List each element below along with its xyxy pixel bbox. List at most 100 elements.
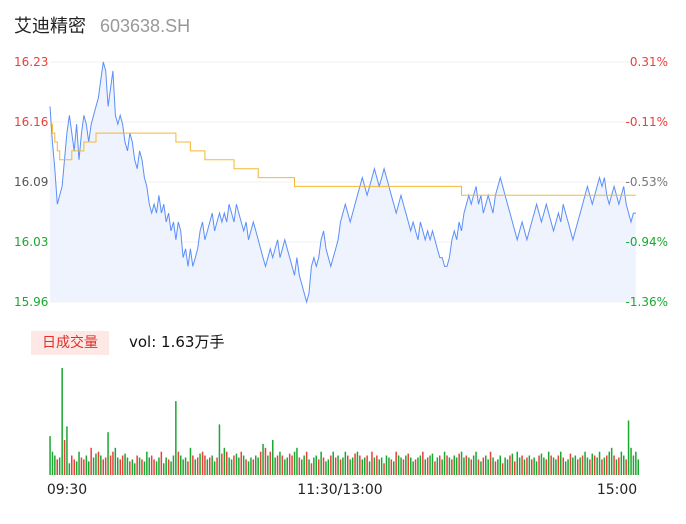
volume-bar (516, 451, 518, 475)
volume-bar (596, 457, 598, 475)
volume-bar (240, 451, 242, 475)
volume-bar (182, 459, 184, 475)
volume-bar (564, 461, 567, 475)
volume-bar (557, 455, 560, 475)
volume-bar (141, 459, 143, 475)
volume-bar (361, 459, 363, 475)
volume-bar (417, 457, 419, 475)
volume-bar (419, 455, 422, 475)
volume-bar (293, 451, 296, 475)
y-right-tick-label: -0.11% (626, 115, 668, 129)
volume-bar (272, 440, 274, 475)
volume-bar (172, 455, 175, 475)
volume-bar (480, 461, 482, 475)
volume-bar (577, 459, 579, 475)
volume-bar (112, 451, 114, 475)
volume-bar (119, 459, 121, 475)
y-right-tick-label: -0.53% (626, 175, 668, 189)
volume-bar (90, 447, 92, 475)
volume-bar (95, 453, 97, 475)
volume-bar (327, 459, 330, 475)
volume-bar (562, 457, 564, 475)
volume-bar (555, 459, 557, 475)
volume-bar (196, 457, 199, 475)
volume-bar (267, 455, 269, 475)
volume-bar (627, 420, 630, 475)
volume-bar (434, 461, 436, 475)
volume-bar (426, 457, 429, 475)
volume-bar (414, 459, 417, 475)
daily-volume-badge: 日成交量 (31, 331, 109, 355)
volume-bar (129, 461, 131, 475)
stock-name: 艾迪精密 (14, 16, 86, 37)
volume-bar (390, 459, 393, 475)
price-line (49, 61, 636, 304)
price-area-fill (50, 62, 636, 302)
volume-bar (310, 463, 313, 475)
volume-bar (54, 455, 56, 475)
volume-bar (497, 459, 499, 475)
volume-bar (242, 455, 245, 475)
volume-bar (126, 457, 129, 475)
volume-bar (51, 451, 54, 475)
volume-bar (284, 459, 286, 475)
volume-bar (138, 457, 141, 475)
volume-bar (184, 457, 187, 475)
volume-bar (475, 451, 477, 475)
volume-bar (104, 457, 107, 475)
volume-bar (318, 459, 320, 475)
volume-bar (296, 447, 298, 475)
volume-bar (305, 451, 308, 475)
volume-bar (148, 457, 150, 475)
y-left-tick-label: 16.16 (14, 115, 48, 129)
volume-bar (581, 455, 584, 475)
volume-bar (598, 451, 601, 475)
volume-bar (221, 453, 223, 475)
volume-bar (83, 459, 85, 475)
volume-bar (92, 457, 95, 475)
volume-bar (468, 457, 470, 475)
volume-value-label: vol: 1.63万手 (129, 333, 225, 351)
volume-bar (538, 455, 540, 475)
volume-bar (586, 457, 589, 475)
volume-bar (134, 463, 136, 475)
volume-bar (378, 459, 380, 475)
volume-bar (252, 459, 255, 475)
volume-bar (349, 459, 351, 475)
volume-bar (380, 457, 383, 475)
volume-bar (535, 461, 538, 475)
volume-bar (540, 453, 543, 475)
volume-bar (393, 461, 395, 475)
volume-bar (180, 455, 182, 475)
volume-bar (523, 459, 526, 475)
volume-bar (455, 457, 458, 475)
volume-bar (279, 451, 281, 475)
volume-bar (201, 451, 204, 475)
volume-bar (625, 459, 627, 475)
volume-bars (49, 368, 639, 475)
volume-bar (424, 459, 426, 475)
volume-bar (574, 455, 577, 475)
volume-bar (78, 451, 80, 475)
volume-bar (368, 461, 371, 475)
volume-bar (117, 457, 119, 475)
volume-bar (291, 455, 293, 475)
volume-bar (107, 432, 109, 475)
volume-bar (630, 447, 632, 475)
volume-bar (66, 426, 68, 475)
volume-bar (73, 459, 75, 475)
y-right-tick-label: -1.36% (626, 295, 668, 309)
volume-bar (613, 455, 615, 475)
volume-bar (114, 447, 117, 475)
volume-bar (322, 457, 325, 475)
volume-bar (189, 447, 192, 475)
volume-bar (552, 457, 555, 475)
volume-bar (463, 457, 465, 475)
volume-bar (230, 459, 233, 475)
volume-bar (550, 455, 552, 475)
volume-bar (204, 455, 206, 475)
volume-bar (356, 451, 359, 475)
volume-bar (407, 453, 409, 475)
volume-bar (560, 451, 562, 475)
